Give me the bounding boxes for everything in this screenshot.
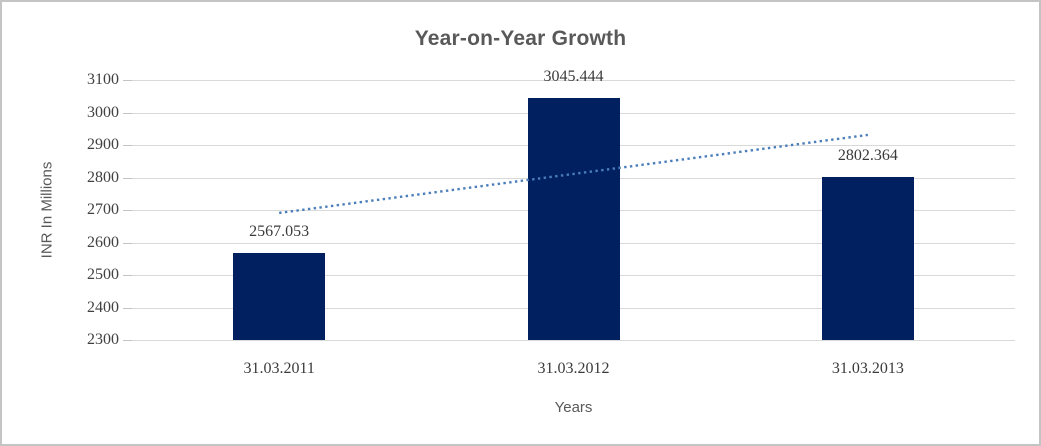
data-label-31.03.2012: 3045.444: [543, 67, 604, 85]
y-axis-tick-mark: [123, 80, 132, 81]
bar-31.03.2012: [527, 97, 620, 340]
y-axis-tick-mark: [123, 210, 132, 211]
x-axis-label-31.03.2011: 31.03.2011: [243, 360, 315, 377]
y-axis-title: INR In Millions: [38, 161, 56, 259]
x-axis-label-31.03.2012: 31.03.2012: [537, 360, 610, 377]
y-axis-tick-mark: [123, 112, 132, 114]
y-axis-tick-label: 2500: [87, 266, 119, 283]
bar-31.03.2011: [233, 253, 326, 340]
x-axis-line: [132, 340, 1015, 341]
plot-area: [132, 80, 1015, 341]
y-axis-tick-label: 2400: [87, 298, 119, 316]
y-axis-tick-label: 3000: [87, 103, 119, 121]
chart-title: Year-on-Year Growth: [414, 27, 627, 50]
y-axis-tick-label: 3100: [87, 71, 119, 88]
data-label-31.03.2011: 2567.053: [249, 223, 310, 241]
data-label-31.03.2013: 2802.364: [837, 146, 898, 164]
x-axis-label-31.03.2013: 31.03.2013: [831, 360, 904, 377]
y-axis-tick-label: 2900: [87, 136, 119, 153]
y-axis-tick-label: 2300: [87, 331, 119, 348]
y-axis-tick-mark: [123, 340, 132, 341]
bar-31.03.2013: [821, 176, 914, 340]
y-axis-tick-mark: [123, 177, 132, 179]
y-axis-tick-mark: [123, 242, 132, 244]
y-axis-tick-label: 2600: [87, 233, 119, 251]
y-axis-tick-label: 2800: [87, 168, 119, 186]
x-axis-title: Years: [554, 399, 593, 416]
y-axis-tick-label: 2700: [87, 201, 119, 218]
y-axis-tick-mark: [123, 307, 132, 309]
gridline: [132, 80, 1015, 81]
y-axis-tick-mark: [123, 275, 132, 276]
y-axis-tick-mark: [123, 145, 132, 146]
